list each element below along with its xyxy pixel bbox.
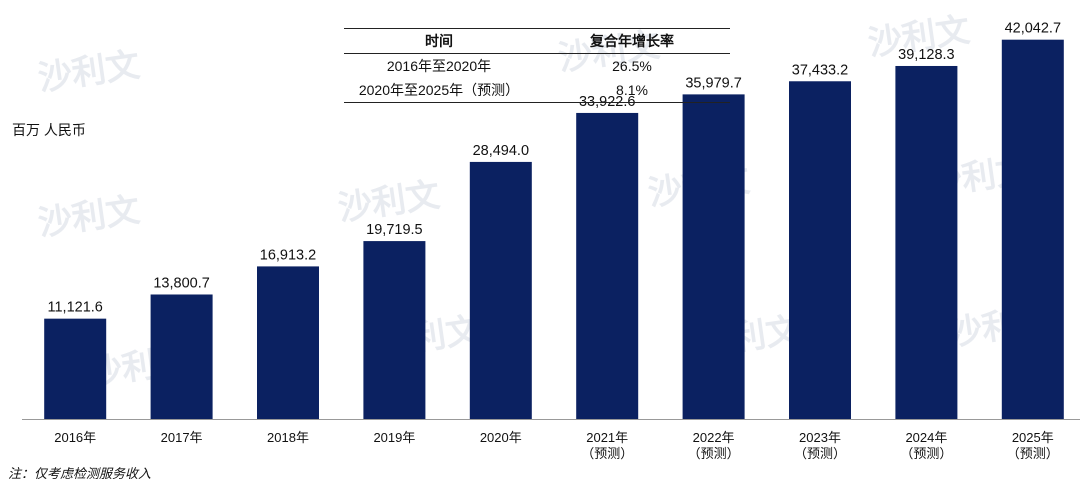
bar: [576, 112, 639, 420]
bar-value-label: 42,042.7: [1005, 21, 1061, 37]
bar: [44, 318, 107, 419]
cagr-row-period: 2016年至2020年: [386, 58, 492, 74]
x-tick-label: 2016年: [54, 430, 96, 445]
x-tick-label: （预测）: [900, 446, 952, 461]
footnote: 注：仅考虑检测服务收入: [8, 466, 152, 481]
x-tick-label: 2022年: [693, 430, 735, 445]
cagr-row-period: 2020年至2025年（预测）: [344, 78, 534, 103]
x-tick-label: 2020年: [480, 430, 522, 445]
bar: [895, 65, 958, 420]
x-tick-label: （预测）: [688, 446, 740, 461]
cagr-header-rate: 复合年增长率: [534, 28, 730, 54]
bar: [257, 266, 319, 419]
cagr-table: 时间 复合年增长率 2016年至2020年 26.5% 2020年至2025年（…: [344, 28, 730, 103]
bar-value-label: 11,121.6: [48, 300, 103, 316]
bar: [363, 241, 426, 419]
bar: [469, 161, 532, 419]
bar: [1001, 39, 1064, 419]
bar-value-label: 13,800.7: [153, 275, 209, 291]
cagr-table-header: 时间 复合年增长率: [344, 28, 730, 54]
unit-label: 百万 人民币: [12, 122, 86, 138]
cagr-row-rate: 8.1%: [534, 78, 730, 103]
bar-value-label: 16,913.2: [260, 247, 316, 263]
cagr-row: 2020年至2025年（预测） 8.1%: [344, 78, 730, 103]
bar: [150, 294, 213, 419]
bar-value-label: 19,719.5: [366, 222, 422, 238]
x-tick-label: 2017年: [161, 430, 203, 445]
x-tick-label: 2021年: [586, 430, 628, 445]
cagr-header-period: 时间: [344, 28, 534, 54]
watermark-text: 沙利文: [36, 46, 142, 98]
x-tick-label: 2025年: [1012, 430, 1054, 445]
watermark-text: 沙利文: [336, 176, 442, 228]
x-tick-label: 2018年: [267, 430, 309, 445]
x-tick-labels: 2016年 2017年 2018年 2019年 2020年 2021年（预测）2022年（…: [54, 430, 1059, 461]
x-tick-label: （预测）: [794, 446, 846, 461]
bar: [682, 94, 745, 419]
cagr-row: 2016年至2020年 26.5%: [344, 54, 730, 79]
cagr-row-rate: 26.5%: [612, 58, 652, 74]
x-tick-label: 2023年: [799, 430, 841, 445]
x-tick-label: （预测）: [581, 446, 633, 461]
watermark-text: 沙利文: [36, 191, 142, 243]
x-tick-label: 2024年: [905, 430, 947, 445]
bar-value-label: 28,494.0: [473, 143, 529, 159]
bar-value-label: 37,433.2: [792, 62, 848, 78]
x-tick-label: 2019年: [373, 430, 415, 445]
bars: [44, 39, 1064, 420]
x-tick-label: （预测）: [1007, 446, 1059, 461]
bar: [789, 81, 851, 419]
bar-value-label: 39,128.3: [898, 47, 954, 63]
